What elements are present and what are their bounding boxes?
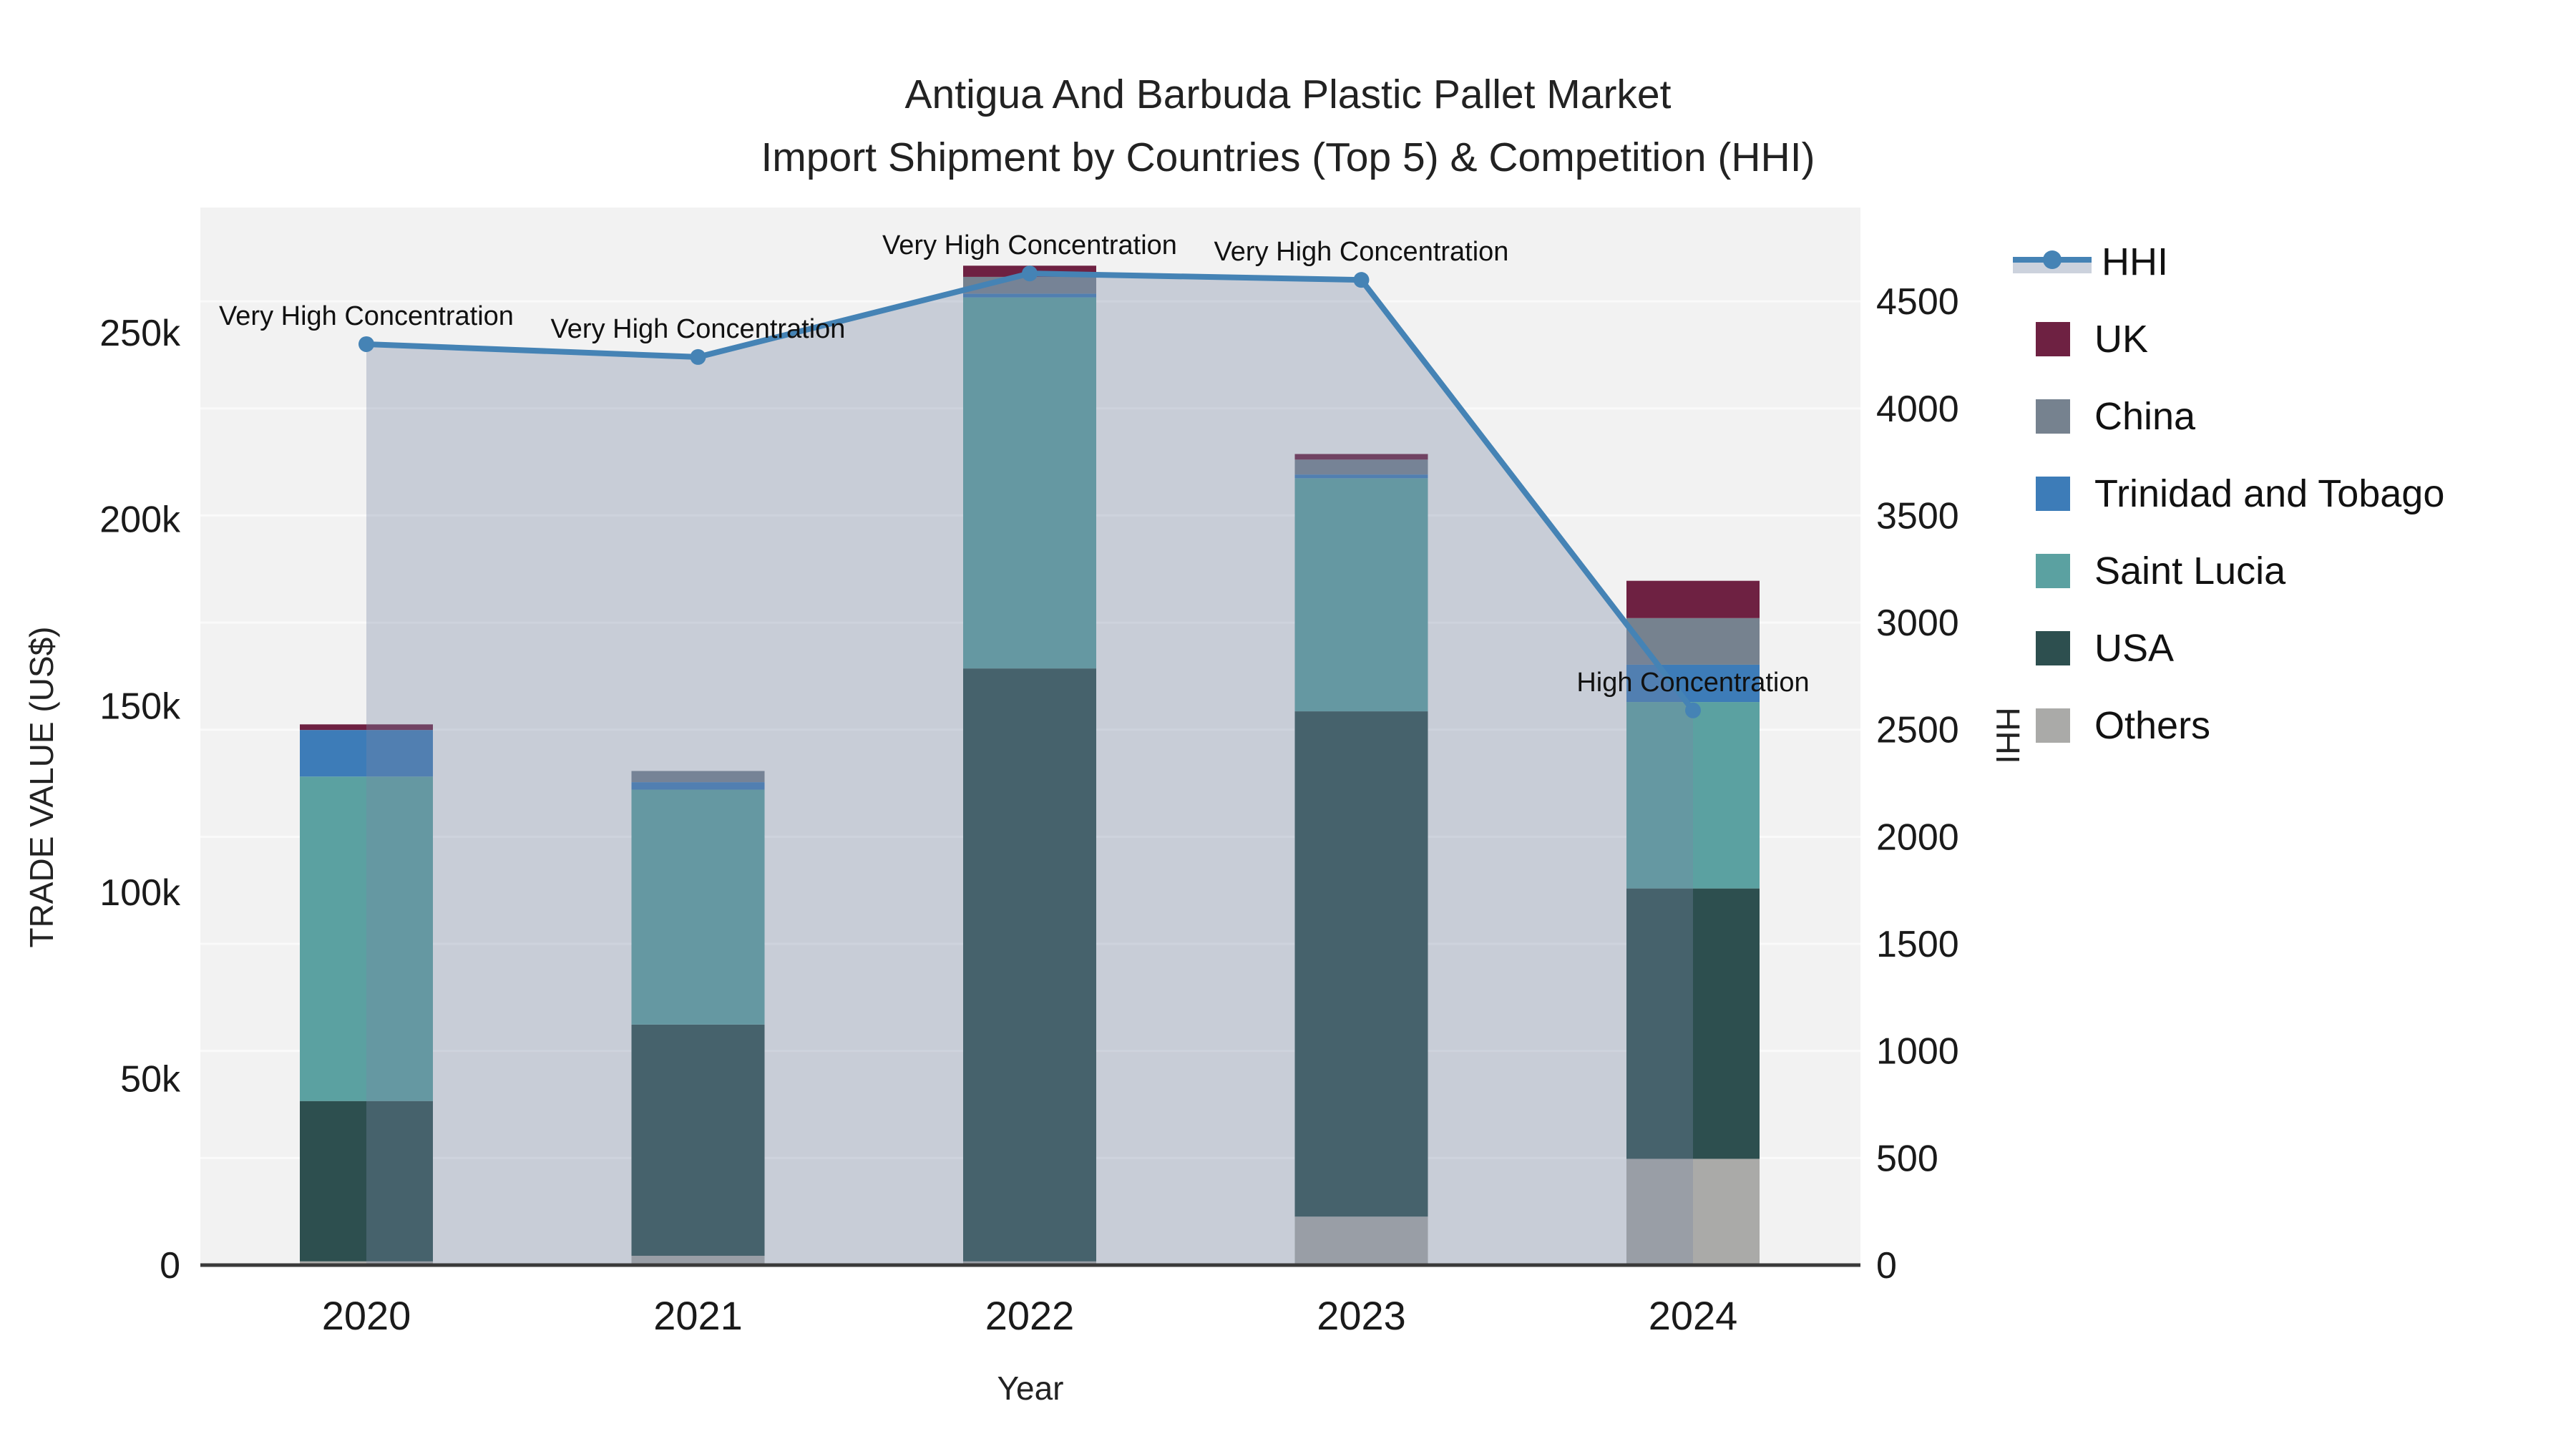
y-left-tick-label: 0 (160, 1245, 180, 1287)
hhi-marker-2023[interactable] (1353, 272, 1370, 288)
bar-segment-2021-saint-lucia[interactable] (631, 789, 765, 1025)
china-swatch-icon (2036, 399, 2070, 434)
legend-label: Others (2094, 704, 2211, 747)
y-right-tick-label: 1000 (1876, 1031, 1959, 1073)
legend-item-trinidad-and-tobago[interactable]: Trinidad and Tobago (2036, 455, 2444, 532)
usa-swatch-icon (2036, 631, 2070, 665)
legend-item-hhi[interactable]: HHI (2013, 223, 2444, 301)
bar-segment-2023-others[interactable] (1294, 1216, 1428, 1265)
annotation-2021: Very High Concentration (551, 314, 846, 344)
bar-segment-2021-china[interactable] (631, 771, 765, 783)
x-axis-title: Year (997, 1370, 1064, 1407)
bar-segment-2024-usa[interactable] (1626, 888, 1760, 1159)
bar-segment-2021-trinidad-and-tobago[interactable] (631, 782, 765, 790)
hhi-area-fill (366, 273, 1693, 1265)
hhi-marker-2021[interactable] (690, 348, 706, 365)
legend-label: China (2094, 395, 2196, 438)
uk-swatch-icon (2036, 322, 2070, 356)
x-tick-label-2020: 2020 (322, 1293, 411, 1338)
bar-segment-2020-saint-lucia[interactable] (300, 776, 433, 1101)
legend-label: USA (2094, 627, 2175, 670)
bar-segment-2024-trinidad-and-tobago[interactable] (1626, 664, 1760, 703)
bar-segment-2023-uk[interactable] (1294, 454, 1428, 460)
chart-title: Antigua And Barbuda Plastic Pallet Marke… (0, 63, 2576, 189)
annotation-2024: High Concentration (1576, 668, 1809, 698)
legend-item-china[interactable]: China (2036, 378, 2444, 455)
x-tick-label-2021: 2021 (653, 1293, 743, 1338)
legend-label: Saint Lucia (2094, 550, 2286, 592)
chart-title-line1: Antigua And Barbuda Plastic Pallet Marke… (904, 72, 1672, 117)
hhi-line-icon (2013, 250, 2092, 273)
legend-label: Trinidad and Tobago (2094, 472, 2445, 515)
bar-segment-2022-saint-lucia[interactable] (963, 297, 1096, 669)
y-right-axis-title: HHI (1989, 707, 2026, 764)
bar-segment-2023-usa[interactable] (1294, 711, 1428, 1217)
bar-segment-2023-china[interactable] (1294, 459, 1428, 475)
x-tick-label-2024: 2024 (1649, 1293, 1738, 1338)
bar-segment-2021-others[interactable] (631, 1255, 765, 1265)
bar-segment-2022-usa[interactable] (963, 668, 1096, 1262)
y-right-tick-label: 0 (1876, 1245, 1897, 1287)
annotation-2020: Very High Concentration (219, 301, 514, 331)
bar-segment-2023-trinidad-and-tobago[interactable] (1294, 474, 1428, 479)
legend-item-saint-lucia[interactable]: Saint Lucia (2036, 532, 2444, 610)
y-left-tick-label: 150k (99, 686, 181, 727)
bar-segment-2024-saint-lucia[interactable] (1626, 702, 1760, 889)
bar-segment-2024-uk[interactable] (1626, 580, 1760, 618)
x-tick-label-2022: 2022 (985, 1293, 1075, 1338)
legend-item-usa[interactable]: USA (2036, 610, 2444, 687)
annotation-2023: Very High Concentration (1214, 237, 1509, 267)
bar-segment-2022-trinidad-and-tobago[interactable] (963, 293, 1096, 298)
bar-segment-2020-uk[interactable] (300, 724, 433, 731)
bar-segment-2023-saint-lucia[interactable] (1294, 478, 1428, 712)
y-right-tick-label: 4500 (1876, 281, 1959, 323)
y-right-tick-label: 2500 (1876, 710, 1959, 751)
bar-segment-2020-trinidad-and-tobago[interactable] (300, 730, 433, 777)
y-left-tick-label: 200k (99, 499, 181, 541)
legend-item-uk[interactable]: UK (2036, 301, 2444, 378)
saint-lucia-swatch-icon (2036, 554, 2070, 588)
bar-segment-2021-usa[interactable] (631, 1024, 765, 1256)
y-left-tick-label: 50k (120, 1058, 181, 1100)
x-tick-label-2023: 2023 (1317, 1293, 1406, 1338)
y-right-tick-label: 2000 (1876, 816, 1959, 858)
trinidad-and-tobago-swatch-icon (2036, 477, 2070, 511)
y-left-tick-label: 250k (99, 313, 181, 354)
chart-title-line2: Import Shipment by Countries (Top 5) & C… (761, 135, 1815, 180)
y-right-tick-label: 3000 (1876, 602, 1959, 644)
hhi-marker-2024[interactable] (1685, 702, 1701, 718)
bar-segment-2024-others[interactable] (1626, 1158, 1760, 1265)
y-right-tick-label: 4000 (1876, 389, 1959, 430)
bar-segment-2020-others[interactable] (300, 1261, 433, 1265)
bar-segment-2022-others[interactable] (963, 1261, 1096, 1265)
y-right-tick-label: 500 (1876, 1138, 1938, 1179)
others-swatch-icon (2036, 708, 2070, 743)
hhi-marker-2020[interactable] (358, 336, 374, 352)
legend-label: HHI (2102, 240, 2168, 283)
y-left-axis-title: TRADE VALUE (US$) (23, 626, 60, 948)
y-right-tick-label: 1500 (1876, 924, 1959, 965)
legend-label: UK (2094, 318, 2149, 361)
hhi-marker-2022[interactable] (1022, 265, 1038, 282)
legend-item-others[interactable]: Others (2036, 687, 2444, 764)
annotation-2022: Very High Concentration (882, 230, 1177, 260)
y-left-tick-label: 100k (99, 872, 181, 914)
legend: HHI UK China Trinidad and Tobago Saint Lucia… (2013, 223, 2444, 764)
bar-segment-2020-usa[interactable] (300, 1101, 433, 1262)
y-right-tick-label: 3500 (1876, 495, 1959, 537)
